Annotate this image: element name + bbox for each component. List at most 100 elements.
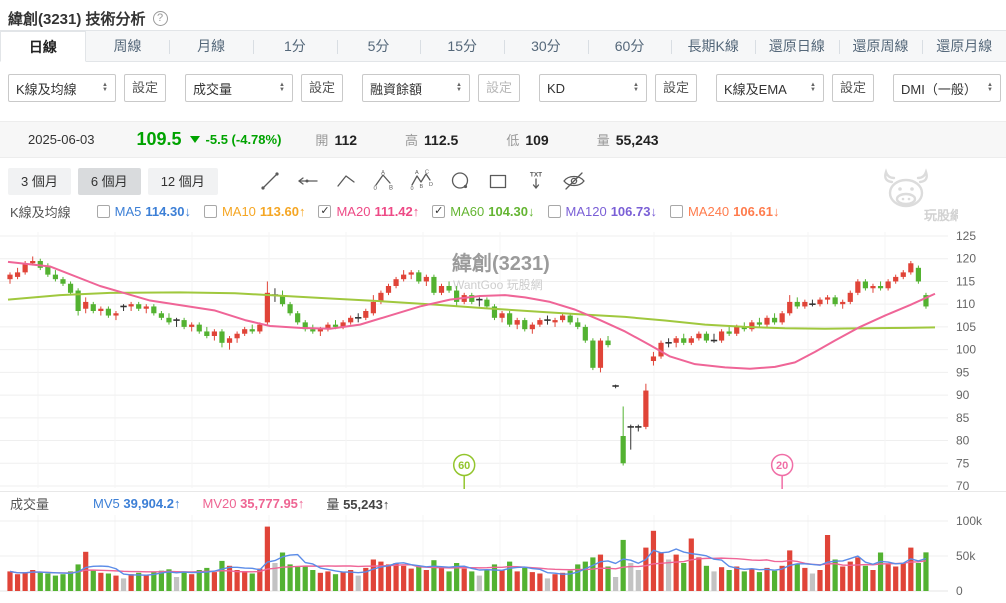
angle-line-tool-icon[interactable]: [334, 169, 358, 193]
ma5-checkbox[interactable]: [96, 204, 110, 218]
volume-bar: [832, 559, 838, 591]
volume-bar: [688, 538, 694, 591]
volume-bar: [491, 564, 498, 591]
quote-price-group: 109.5 -5.5 (-4.78%): [137, 129, 282, 150]
volume-chart-panel: 100k 50k 0: [0, 515, 1006, 602]
price-chart[interactable]: 125 120 115 110 105 100 95 90 85 80 75 70 緯創(3231) Wa…: [0, 226, 1006, 491]
mv5-legend: MV5 39,904.2↑: [93, 496, 181, 511]
volume-bar: [484, 570, 490, 591]
tab-2-月線[interactable]: 月線: [169, 31, 254, 62]
indicator-select-3[interactable]: KD ▲ ▼: [539, 74, 647, 102]
text-label-tool-icon[interactable]: TXT: [524, 169, 548, 193]
volume-bar: [211, 572, 217, 591]
trend-line-tool-icon[interactable]: [258, 169, 282, 193]
candlesticks: [7, 256, 929, 466]
volume-bar: [385, 564, 392, 591]
volume-bar: [847, 561, 853, 591]
volume-bar: [529, 572, 535, 591]
volume-bar: [537, 573, 543, 591]
svg-text:60: 60: [458, 460, 470, 472]
indicator-settings-button-0[interactable]: 設定: [124, 74, 166, 102]
horizontal-line-tool-icon[interactable]: [296, 169, 320, 193]
help-icon[interactable]: ?: [152, 11, 168, 26]
volume-bar: [287, 564, 293, 591]
indicator-select-5[interactable]: DMI（一般） ▲ ▼: [893, 74, 1001, 102]
ma20-checkbox[interactable]: ✓: [318, 204, 332, 218]
ma-legend-item-ma10: MA10 113.60 ↑: [203, 204, 305, 219]
circle-tool-icon[interactable]: [448, 169, 472, 193]
ma-legend-item-ma240: MA240 106.61 ↓: [669, 204, 779, 219]
indicator-group-3: KD ▲ ▼ 設定: [539, 74, 697, 102]
ma60-checkbox[interactable]: ✓: [432, 204, 446, 218]
price-axis-label: 75: [956, 456, 970, 470]
rectangle-tool-icon[interactable]: [486, 169, 510, 193]
volume-bar: [37, 572, 43, 591]
volume-bar: [514, 571, 520, 591]
ma-legend-item-ma5: MA5 114.30 ↓: [96, 204, 191, 219]
ma240-checkbox[interactable]: [669, 204, 683, 218]
hide-drawings-tool-icon[interactable]: [562, 169, 586, 193]
volume-bar: [257, 568, 263, 591]
indicator-select-0[interactable]: K線及均線 ▲ ▼: [8, 74, 116, 102]
volume-bar: [613, 577, 619, 591]
volume-bar: [756, 572, 763, 591]
range-button-3個月[interactable]: 3 個月: [8, 167, 71, 195]
volume-bar: [635, 570, 641, 591]
volume-bar: [582, 561, 588, 591]
volume-bar: [476, 575, 482, 591]
volume-bar: [908, 547, 914, 591]
indicator-settings-button-2[interactable]: 設定: [478, 74, 520, 102]
ma-legend-item-ma60: ✓ MA60 104.30 ↓: [432, 203, 535, 219]
ma20-line: [7, 260, 936, 370]
tab-3-1分[interactable]: 1分: [253, 31, 337, 62]
range-button-12個月[interactable]: 12 個月: [147, 167, 218, 195]
volume-bar: [120, 578, 127, 591]
volume-bar: [802, 567, 808, 591]
tab-6-30分[interactable]: 30分: [504, 31, 588, 62]
indicator-select-1[interactable]: 成交量 ▲ ▼: [185, 74, 293, 102]
ma120-checkbox[interactable]: [547, 204, 561, 218]
volume-bar: [696, 557, 702, 591]
tab-11-還原月線[interactable]: 還原月線: [922, 31, 1006, 62]
tab-1-周線[interactable]: 周線: [85, 31, 170, 62]
svg-text:A: A: [381, 171, 385, 177]
indicator-select-2[interactable]: 融資餘額 ▲ ▼: [362, 74, 470, 102]
range-buttons: 3 個月 6 個月 12 個月: [8, 167, 225, 195]
tab-9-還原日線[interactable]: 還原日線: [755, 31, 839, 62]
indicator-settings-button-4[interactable]: 設定: [832, 74, 874, 102]
abc-pattern-tool-icon[interactable]: 0 A B: [372, 169, 396, 193]
volume-bar: [431, 560, 437, 591]
tab-5-15分[interactable]: 15分: [420, 31, 505, 62]
volume-bar: [764, 567, 770, 591]
volume-bar: [378, 561, 384, 591]
volume-chart[interactable]: 100k 50k 0: [0, 515, 1006, 602]
tab-10-還原周線[interactable]: 還原周線: [838, 31, 923, 62]
indicator-select-4[interactable]: K線及EMA ▲ ▼: [716, 74, 824, 102]
ma10-checkbox[interactable]: [203, 204, 217, 218]
volume-bar: [332, 574, 339, 591]
volume-bar: [67, 571, 74, 591]
tab-0-日線[interactable]: 日線: [0, 31, 86, 62]
tab-4-5分[interactable]: 5分: [336, 31, 421, 62]
tab-7-60分[interactable]: 60分: [587, 31, 672, 62]
indicator-settings-button-1[interactable]: 設定: [301, 74, 343, 102]
volume-bar: [499, 570, 505, 591]
indicator-settings-button-3[interactable]: 設定: [655, 74, 697, 102]
volume-bar: [158, 570, 164, 591]
volume-bar: [355, 575, 361, 591]
volume-bar: [643, 547, 649, 591]
price-axis-label: 85: [956, 411, 970, 425]
range-button-6個月[interactable]: 6 個月: [77, 167, 141, 195]
volume-bar: [279, 552, 286, 591]
volume-bar: [401, 565, 407, 591]
svg-text:D: D: [429, 182, 433, 188]
volume-bar: [567, 570, 573, 591]
tab-8-長期K線[interactable]: 長期K線: [671, 31, 756, 62]
volume-bar: [507, 561, 513, 591]
volume-bar: [787, 550, 793, 591]
volume-bar: [416, 566, 422, 591]
volume-bar: [189, 574, 195, 591]
quote-date: 2025-06-03: [28, 132, 95, 147]
volume-bar: [597, 554, 604, 591]
